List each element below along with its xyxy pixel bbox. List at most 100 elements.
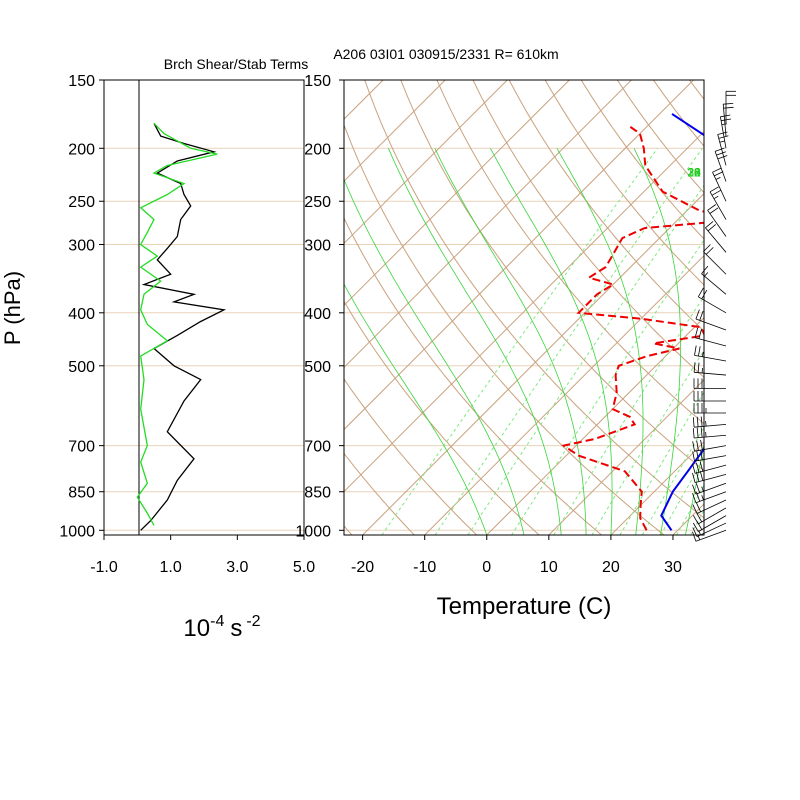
barb-flag: [712, 167, 722, 173]
wind-barb: [709, 186, 727, 220]
dry-adiabat: [726, 80, 800, 535]
dry-adiabat: [689, 80, 704, 100]
dry-adiabat: [508, 80, 704, 332]
barb-staff: [722, 104, 727, 137]
mixing-ratio-line: [511, 239, 704, 535]
barb-flag: [692, 451, 695, 462]
dry-adiabat: [436, 80, 704, 425]
mixing-ratio-line: [690, 509, 704, 535]
wind-barb: [703, 244, 727, 275]
wind-barb: [692, 529, 727, 542]
barb-flag: [705, 247, 714, 255]
shear-term-line: [140, 122, 227, 531]
skewt-x-ticks: -20 -10 0 10 20 30: [351, 535, 682, 576]
barb-staff: [694, 337, 727, 347]
barb-staff: [696, 522, 727, 537]
wind-barb: [705, 221, 727, 253]
dewpoint-line: [561, 125, 704, 531]
mixing-ratio-label: 24: [687, 165, 701, 179]
shear-panel-x-axis-label: 10-4 s -2: [183, 613, 260, 642]
dry-adiabat: [544, 80, 704, 286]
barb-flag: [696, 440, 699, 451]
x-tick-label: -1.0: [90, 559, 118, 576]
wind-barb: [695, 309, 727, 331]
y-tick-label: 200: [304, 141, 331, 158]
dry-adiabat: [344, 123, 665, 535]
isotherm: [548, 379, 704, 535]
shear-panel-series: [136, 122, 227, 531]
barb-flag: [717, 155, 728, 160]
barb-flag: [692, 493, 697, 503]
isotherm: [344, 80, 570, 307]
x-tick-label: 5.0: [293, 559, 315, 576]
barb-flag: [711, 189, 721, 196]
barb-flag: [709, 207, 719, 214]
shear-panel: Brch Shear/Stab Terms 150 200 250 300 400 500…: [59, 56, 315, 642]
barb-staff: [707, 210, 727, 237]
barb-half-flag: [705, 431, 707, 438]
barb-staff: [696, 499, 727, 514]
barb-staff: [720, 116, 727, 149]
barb-flag: [692, 441, 695, 452]
barb-staff: [714, 151, 727, 182]
shear-panel-frame: [103, 79, 305, 536]
wind-barb: [694, 345, 727, 362]
barb-staff: [695, 482, 727, 495]
barb-flag: [700, 416, 703, 427]
barb-flag: [696, 471, 700, 482]
wind-barb: [693, 378, 727, 389]
barb-staff: [703, 251, 727, 275]
x-tick-label: 10: [540, 559, 558, 576]
shear-panel-title: Brch Shear/Stab Terms: [164, 56, 308, 72]
wind-barb: [693, 403, 727, 414]
isotherm: [344, 80, 446, 182]
shear-panel-y-ticks: 150 200 250 300 400 500 700 850 1000: [59, 73, 104, 540]
skewt-x-axis-label: Temperature (C): [437, 593, 612, 620]
wind-barb: [692, 461, 727, 474]
barb-flag: [709, 186, 719, 193]
y-tick-label: 300: [68, 238, 95, 255]
barb-flag: [692, 531, 697, 542]
wind-barb: [694, 327, 727, 347]
barb-flag: [692, 428, 695, 439]
barb-flag: [695, 309, 700, 320]
mixing-ratio-label: 32: [687, 165, 701, 179]
barb-flag: [701, 289, 708, 299]
mixing-ratio-label: 28: [687, 165, 701, 179]
barb-half-flag: [704, 272, 709, 277]
dry-adiabat: [762, 80, 800, 535]
wind-barb: [692, 439, 727, 452]
barb-flag: [695, 483, 701, 493]
barb-flag: [692, 463, 696, 474]
dry-adiabat: [364, 80, 704, 519]
barb-half-flag: [705, 421, 707, 427]
y-axis-label: P (hPa): [0, 271, 25, 345]
isotherm: [362, 192, 704, 535]
barb-flag: [696, 416, 699, 427]
skewt-panel-frame: [343, 79, 705, 536]
isotherm: [486, 317, 704, 535]
skewt-background-lines: [344, 80, 800, 535]
moist-adiabat: [633, 148, 681, 535]
barb-staff: [694, 423, 727, 428]
barb-staff: [694, 434, 727, 439]
barb-flag: [720, 114, 731, 118]
barb-flag: [699, 461, 704, 472]
y-tick-label: 850: [68, 485, 95, 502]
y-tick-label: 300: [304, 238, 331, 255]
wind-barb: [693, 391, 727, 402]
isotherm: [344, 80, 508, 244]
barb-flag: [696, 502, 701, 512]
y-tick-label: 1000: [295, 523, 331, 540]
wind-barb: [692, 499, 727, 514]
barb-flag: [692, 527, 698, 537]
barb-flag: [700, 427, 703, 438]
wind-barb: [692, 507, 727, 525]
barb-staff: [694, 455, 727, 462]
barb-flag: [696, 450, 699, 461]
isotherm: [344, 80, 632, 369]
mixing-ratio-line: [660, 456, 704, 535]
mixing-ratio-line: [591, 349, 704, 535]
barb-staff: [717, 134, 727, 166]
